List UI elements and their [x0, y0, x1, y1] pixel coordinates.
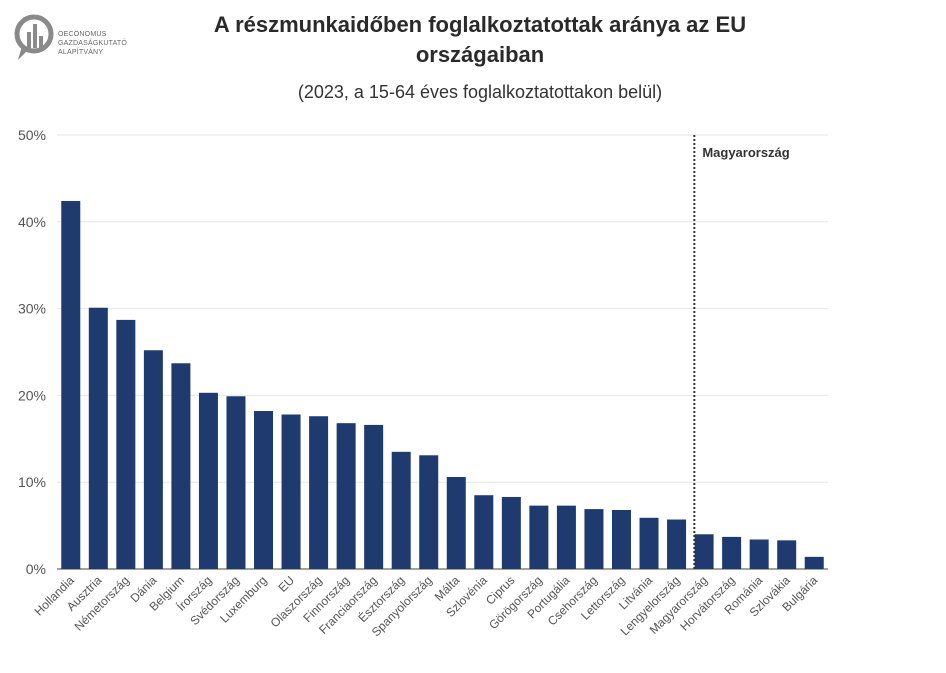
- bar: [88, 307, 108, 569]
- reference-line-label: Magyarország: [702, 145, 789, 160]
- bar: [309, 416, 329, 569]
- bar: [501, 496, 521, 569]
- y-tick-label: 10%: [18, 474, 46, 490]
- bar: [722, 536, 742, 569]
- bar: [281, 414, 301, 569]
- bar: [667, 519, 687, 569]
- bar: [171, 363, 191, 569]
- bar: [198, 392, 218, 569]
- reference-line-group: Magyarország: [693, 135, 790, 569]
- bar: [694, 534, 714, 569]
- logo-text: OECONOMUS GAZDASÁGKUTATÓ ALAPÍTVÁNY: [58, 31, 128, 56]
- y-tick-label: 50%: [18, 127, 46, 143]
- bar: [556, 505, 576, 569]
- bar: [749, 539, 769, 569]
- bar: [584, 509, 604, 569]
- bar: [116, 319, 136, 569]
- bar: [61, 200, 81, 569]
- y-tick-label: 0%: [26, 561, 46, 577]
- bar: [143, 350, 163, 569]
- bar: [446, 476, 466, 569]
- bar: [419, 455, 439, 569]
- x-tick-label: EU: [275, 573, 297, 595]
- bar: [639, 517, 659, 569]
- bar: [391, 451, 411, 569]
- chart-title-line1: A részmunkaidőben foglalkoztatottak arán…: [213, 12, 747, 37]
- chart-title: A részmunkaidőben foglalkoztatottak arán…: [150, 10, 810, 70]
- logo-mark-icon: [14, 14, 54, 60]
- bar: [364, 424, 384, 569]
- y-tick-label: 30%: [18, 301, 46, 317]
- bar: [254, 411, 274, 569]
- y-axis-ticks: 0% 10% 20% 30% 40% 50%: [18, 127, 46, 577]
- chart-title-line2: országaiban: [415, 42, 545, 67]
- chart-subtitle: (2023, a 15-64 éves foglalkoztatottakon …: [297, 82, 663, 102]
- bar: [529, 505, 549, 569]
- bar: [474, 495, 494, 569]
- bar: [804, 556, 824, 569]
- logo: OECONOMUS GAZDASÁGKUTATÓ ALAPÍTVÁNY: [14, 12, 134, 64]
- y-tick-label: 40%: [18, 214, 46, 230]
- bar: [611, 509, 631, 569]
- x-axis-labels: HollandiaAusztriaNémetországDániaBelgium…: [32, 573, 821, 640]
- bar: [777, 540, 797, 569]
- bars: [61, 200, 824, 569]
- bar: [336, 423, 356, 569]
- bar: [226, 396, 246, 569]
- y-tick-label: 20%: [18, 387, 46, 403]
